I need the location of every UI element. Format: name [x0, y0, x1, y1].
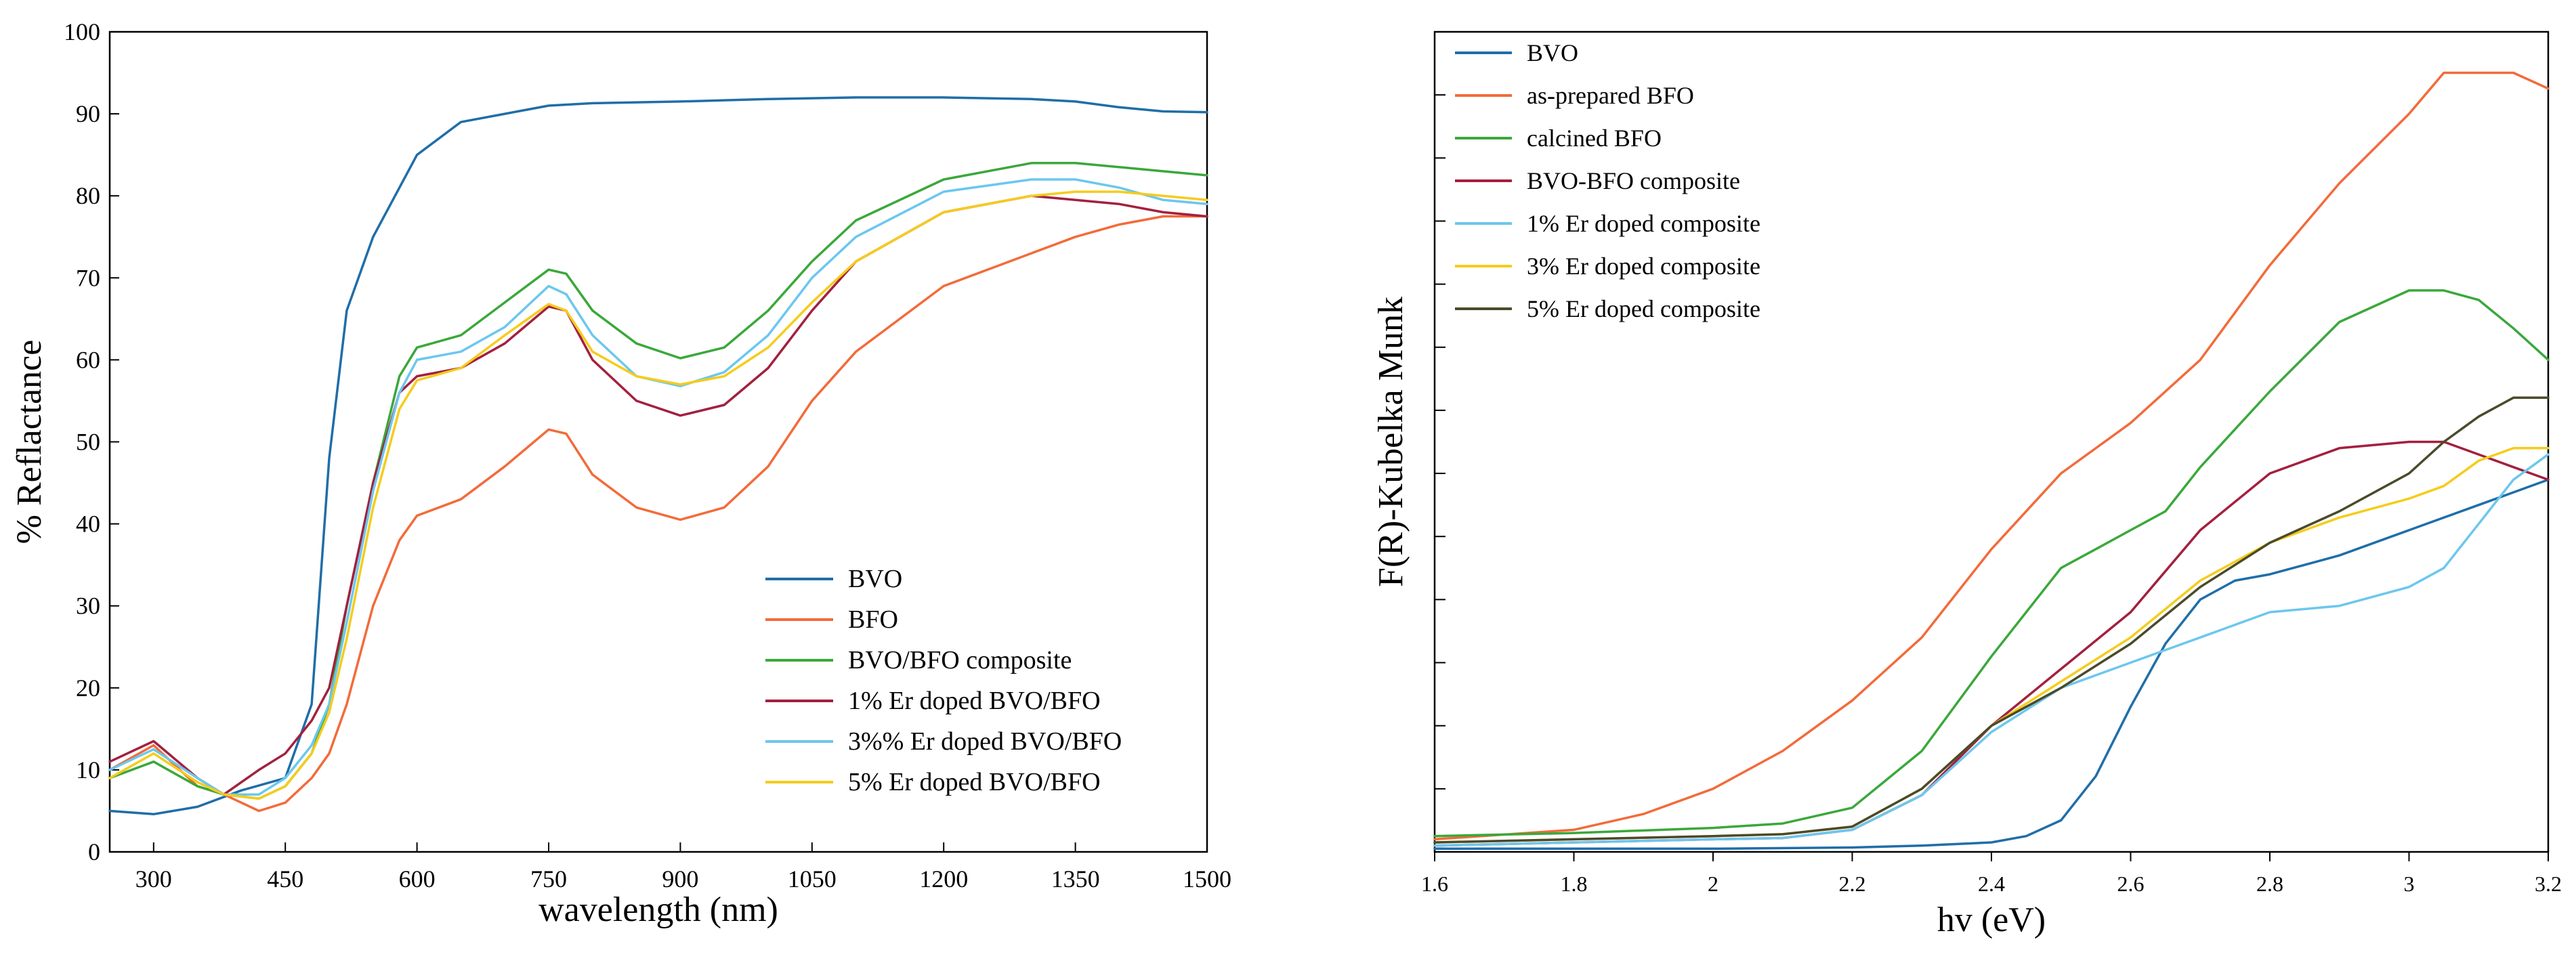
legend-label-calcined-bfo: calcined BFO: [1527, 125, 1662, 152]
y-axis-label: F(R)-Kubelka Munk: [1372, 297, 1410, 587]
x-tick-label: 1.8: [1561, 872, 1588, 896]
chart-right-kubelka-munk: 1.6 1.8 2 2.2 2.4 2.6 2.8 3 3.2 hv (eV) F(R)-Kubel…: [1372, 30, 2562, 939]
x-axis-label: hv (eV): [1937, 901, 2046, 939]
y-tick-label: 50: [76, 429, 100, 456]
x-tick-label: 300: [135, 865, 172, 893]
legend-label-5-er-doped-bvo-bfo: 5% Er doped BVO/BFO: [848, 768, 1101, 796]
x-tick-label: 2.8: [2256, 872, 2283, 896]
series-line-3-er-doped-bvo-bfo: [108, 178, 1208, 796]
legend-label-bvo-bfo-composite: BVO/BFO composite: [848, 646, 1072, 674]
x-tick-label: 1200: [919, 865, 968, 893]
x-tick-label: 1050: [788, 865, 837, 893]
y-tick-label: 70: [76, 264, 100, 291]
x-axis-label: wavelength (nm): [539, 890, 778, 929]
series-line-5-er-doped-bvo-bfo: [108, 190, 1208, 800]
series-line-5-er-doped-composite: [1433, 396, 2550, 844]
x-tick-label: 900: [662, 865, 698, 893]
x-tick-label: 600: [399, 865, 436, 893]
y-tick-label: 0: [88, 838, 100, 865]
y-tick-label: 40: [76, 511, 100, 538]
y-tick-label: 20: [76, 674, 100, 702]
plot-frame: [1433, 30, 2550, 853]
x-tick-label: 2.6: [2117, 872, 2145, 896]
legend-label-3-er-doped-bvo-bfo: 3%% Er doped BVO/BFO: [848, 727, 1122, 756]
chart-left-reflectance: 300 450 600 750 900 1050 1200 1350 1500 0 10 20 30 40…: [10, 18, 1231, 929]
y-tick-label: 90: [76, 100, 100, 127]
y-axis-label: % Reflactance: [10, 340, 49, 544]
legend-label-bvo-bfo-composite: BVO-BFO composite: [1527, 167, 1740, 194]
legend-label-5-er-doped-composite: 5% Er doped composite: [1527, 295, 1760, 322]
series-line-bvo: [1433, 478, 2550, 851]
y-tick-label: 10: [76, 756, 100, 783]
legend-label-as-prepared-bfo: as-prepared BFO: [1527, 82, 1694, 109]
y-tick-label: 60: [76, 346, 100, 373]
series-line-bfo: [108, 215, 1208, 813]
legend-label-1-er-doped-bvo-bfo: 1% Er doped BVO/BFO: [848, 687, 1101, 715]
series-line-calcined-bfo: [1433, 289, 2550, 838]
x-tick-label: 1.6: [1421, 872, 1448, 896]
x-tick-label: 3: [2404, 872, 2415, 896]
x-tick-label: 750: [530, 865, 567, 893]
x-tick-label: 3.2: [2535, 872, 2562, 896]
legend-label-bfo: BFO: [848, 605, 898, 634]
legend-label-bvo: BVO: [848, 565, 902, 593]
y-tick-label: 30: [76, 593, 100, 620]
x-tick-label: 1500: [1183, 865, 1231, 893]
legend-label-1-er-doped-composite: 1% Er doped composite: [1527, 210, 1760, 237]
y-tick-label: 80: [76, 182, 100, 209]
legend-label-bvo: BVO: [1527, 39, 1578, 66]
series-line-bvo-bfo-composite: [1433, 440, 2550, 847]
series-line-3-er-doped-composite: [1433, 447, 2550, 844]
x-tick-label: 2.2: [1839, 872, 1866, 896]
x-tick-label: 450: [267, 865, 303, 893]
series-line-as-prepared-bfo: [1433, 71, 2550, 841]
legend-label-3-er-doped-composite: 3% Er doped composite: [1527, 253, 1760, 280]
x-tick-label: 1350: [1051, 865, 1100, 893]
series-line-1-er-doped-composite: [1433, 453, 2550, 847]
series-line-bvo: [108, 96, 1208, 816]
x-tick-label: 2.4: [1978, 872, 2005, 896]
x-tick-label: 2: [1708, 872, 1718, 896]
y-tick-label: 100: [64, 18, 100, 45]
